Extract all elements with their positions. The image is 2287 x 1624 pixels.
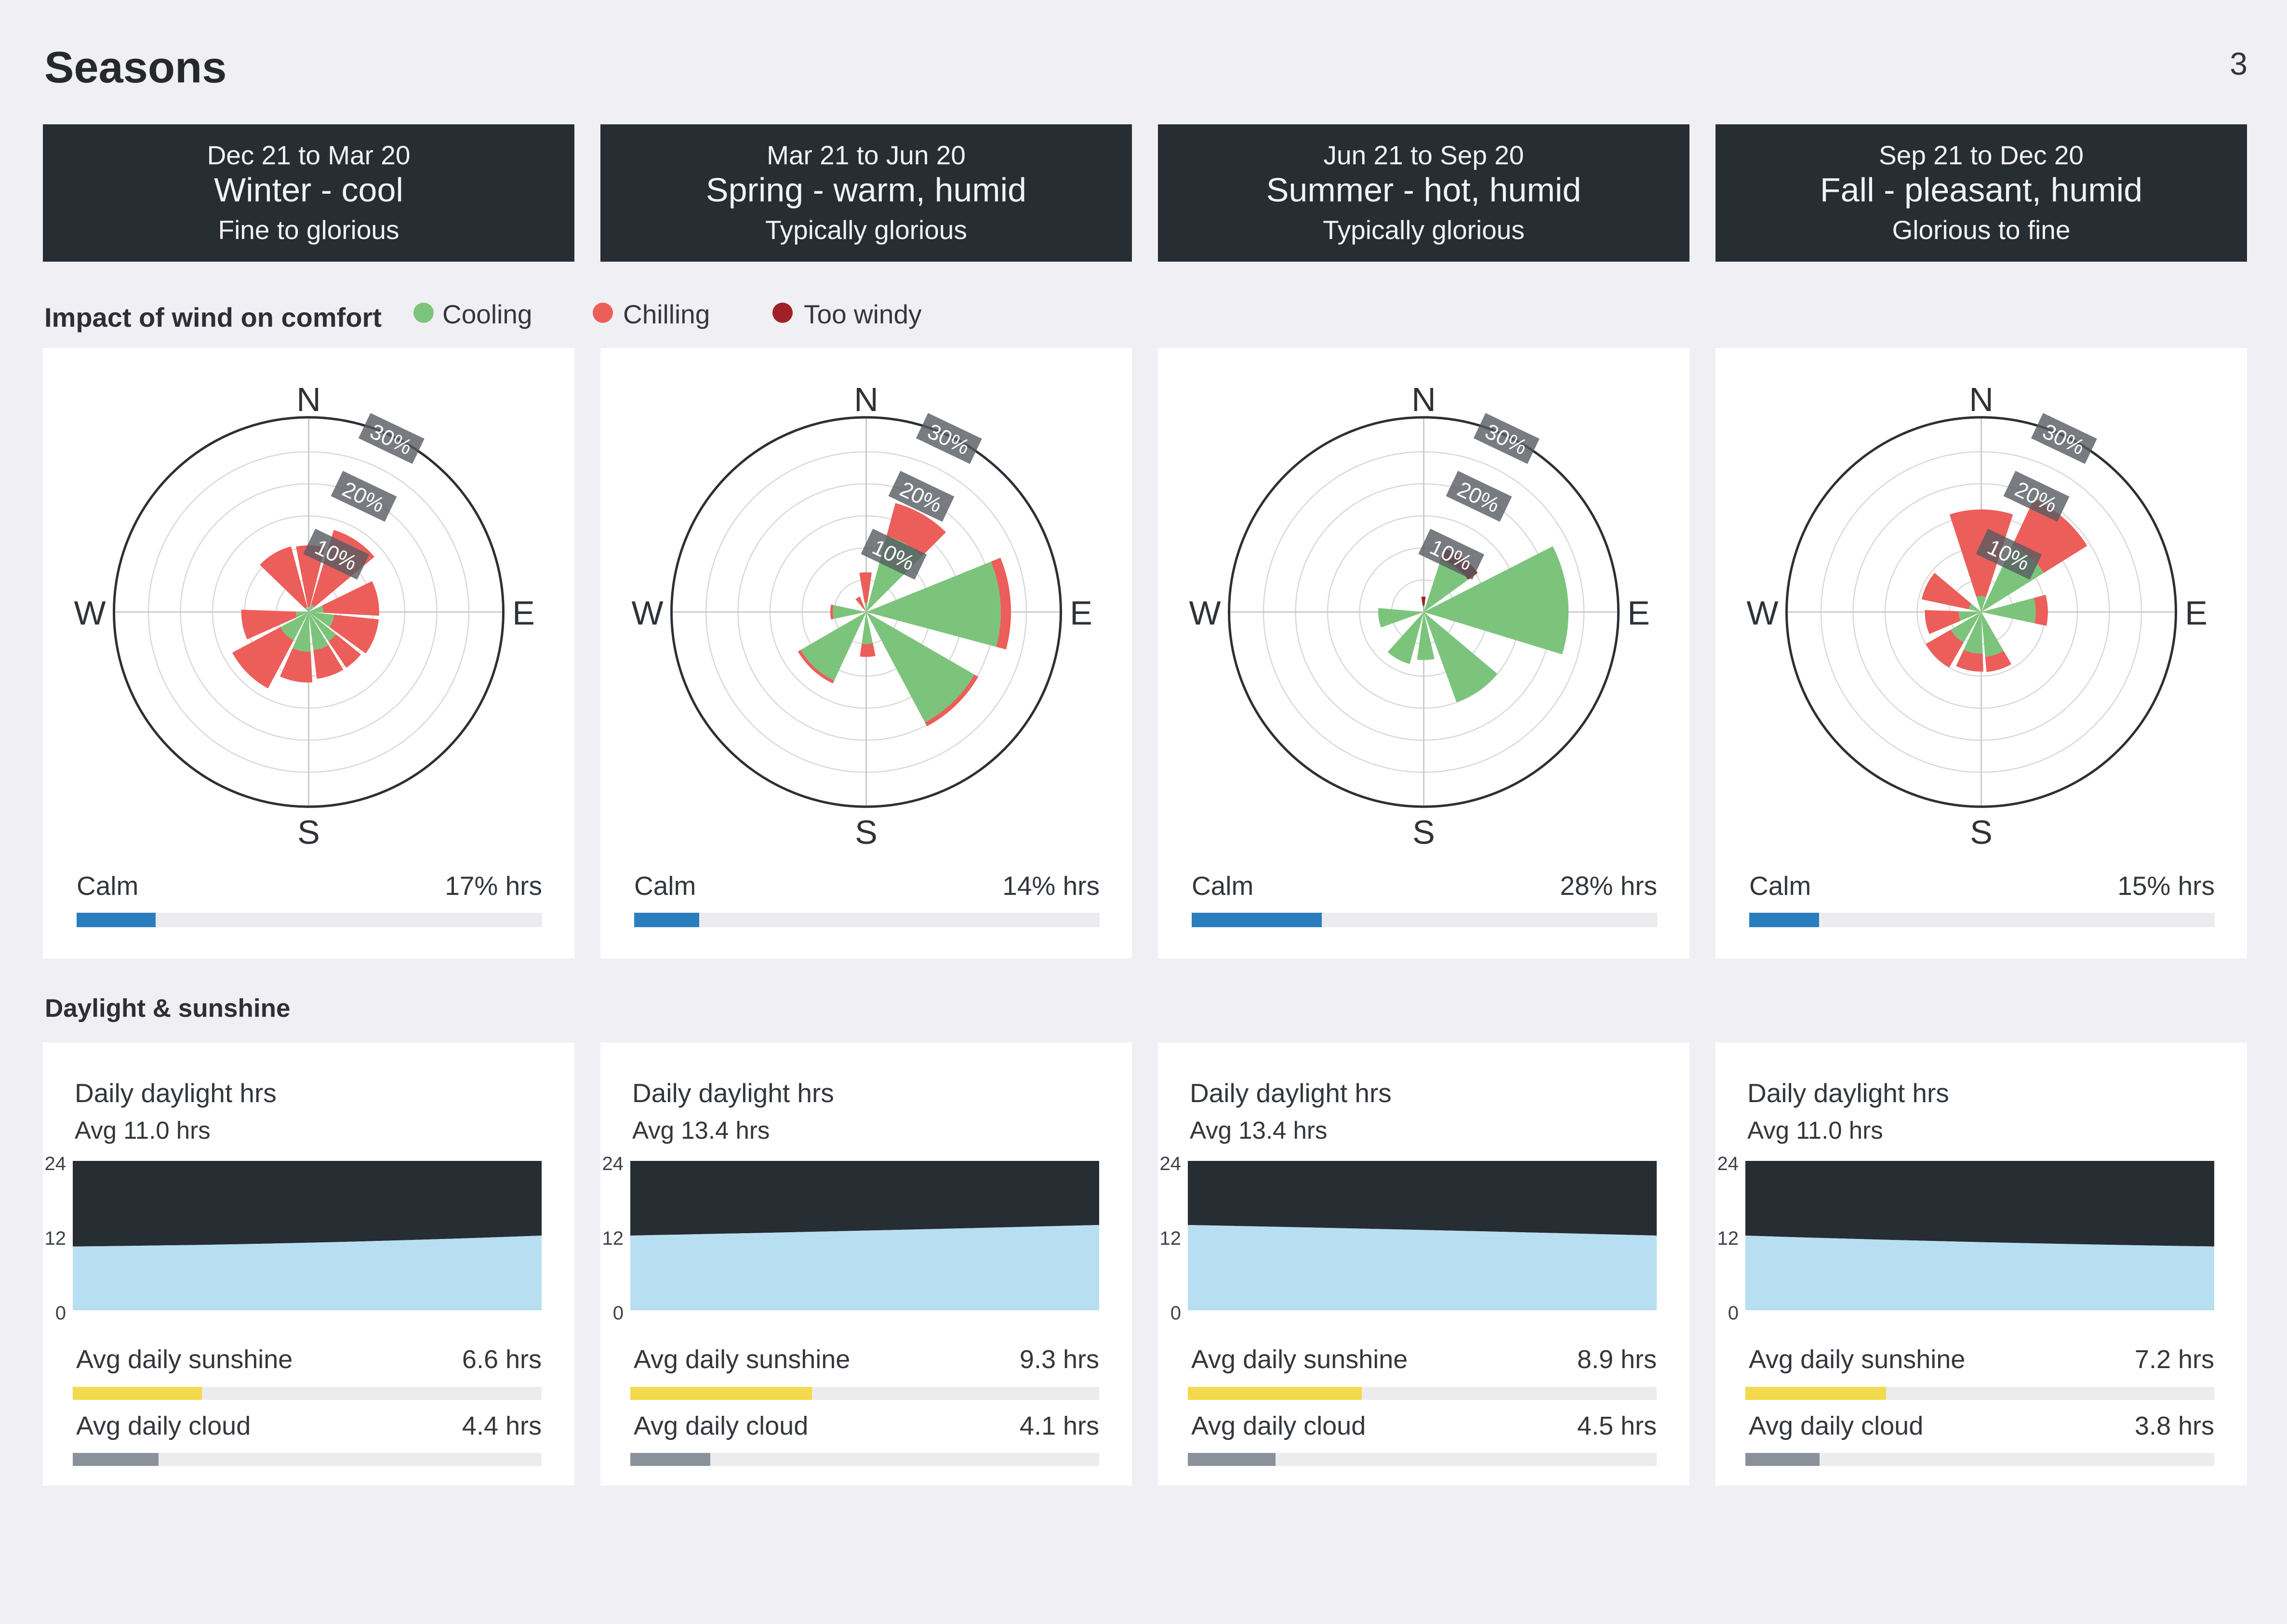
svg-text:W: W	[74, 594, 106, 632]
svg-text:W: W	[1746, 594, 1778, 632]
svg-text:N: N	[1411, 381, 1436, 418]
svg-text:S: S	[855, 813, 878, 851]
svg-text:E: E	[2185, 594, 2207, 632]
svg-text:E: E	[512, 594, 535, 632]
svg-text:S: S	[1412, 813, 1435, 851]
svg-text:N: N	[296, 381, 321, 418]
svg-text:W: W	[631, 594, 663, 632]
svg-text:N: N	[854, 381, 878, 418]
svg-text:S: S	[297, 813, 320, 851]
svg-text:E: E	[1627, 594, 1650, 632]
svg-text:W: W	[1189, 594, 1221, 632]
svg-text:E: E	[1070, 594, 1092, 632]
svg-text:S: S	[1970, 813, 1993, 851]
svg-text:N: N	[1969, 381, 1994, 418]
